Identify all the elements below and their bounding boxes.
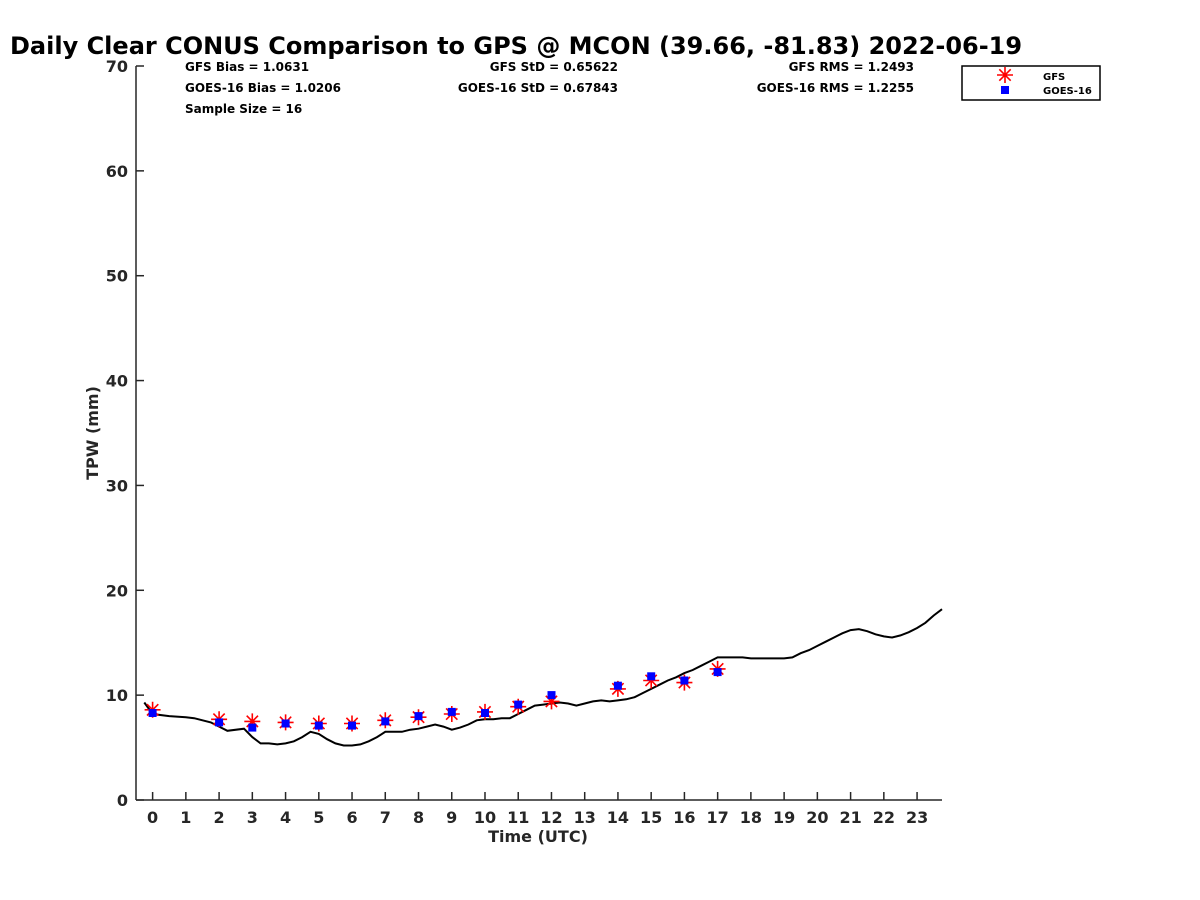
legend-gfs-label: GFS: [1043, 72, 1065, 83]
chart-title: Daily Clear CONUS Comparison to GPS @ MC…: [10, 32, 1022, 60]
gfs-point: [643, 672, 660, 689]
goes-point: [713, 668, 722, 677]
y-tick-label: 10: [106, 686, 128, 705]
x-tick-label: 11: [507, 808, 529, 827]
x-tick-label: 22: [873, 808, 895, 827]
y-tick-label: 30: [106, 476, 128, 495]
gps-series: [143, 608, 943, 747]
gps-line: [143, 608, 943, 747]
x-tick-label: 15: [640, 808, 662, 827]
legend-box: [961, 65, 1101, 101]
x-tick-label: 0: [147, 808, 158, 827]
goes-point: [680, 676, 689, 685]
y-axis-label: TPW (mm): [83, 386, 102, 480]
legend-goes-marker: [1001, 86, 1009, 94]
y-tick-label: 0: [117, 791, 128, 810]
goes-point: [647, 672, 656, 681]
goes-point: [314, 721, 323, 730]
goes-point: [514, 700, 523, 709]
x-tick-label: 17: [707, 808, 729, 827]
goes-point: [613, 681, 622, 690]
x-axis-label: Time (UTC): [488, 827, 588, 846]
x-tick-label: 18: [740, 808, 762, 827]
x-tick-label: 13: [574, 808, 596, 827]
legend-gfs-asterisk: [997, 67, 1013, 83]
x-tick-label: 7: [380, 808, 391, 827]
goes-rms-stat: GOES-16 RMS = 1.2255: [757, 81, 914, 95]
x-tick-label: 4: [280, 808, 291, 827]
x-tick-label: 10: [474, 808, 496, 827]
x-tick-label: 19: [773, 808, 795, 827]
y-tick-label: 60: [106, 162, 128, 181]
goes-series: [148, 668, 722, 732]
x-tick-label: 14: [607, 808, 629, 827]
x-tick-label: 12: [540, 808, 562, 827]
x-tick-label: 21: [839, 808, 861, 827]
x-tick-label: 3: [247, 808, 258, 827]
x-tick-label: 2: [214, 808, 225, 827]
x-tick-label: 23: [906, 808, 928, 827]
goes-point: [215, 718, 224, 727]
legend: GFS GOES-16: [961, 65, 1101, 101]
goes-point: [148, 709, 157, 717]
gfs-rms-stat: GFS RMS = 1.2493: [789, 60, 914, 74]
gfs-std-stat: GFS StD = 0.65622: [490, 60, 618, 74]
legend-gfs-marker: [997, 67, 1013, 83]
gfs-bias-stat: GFS Bias = 1.0631: [185, 60, 309, 74]
legend-goes-label: GOES-16: [1043, 86, 1092, 97]
x-tick-label: 6: [346, 808, 357, 827]
y-tick-label: 70: [106, 57, 128, 76]
goes-point: [248, 723, 257, 732]
goes-point: [414, 712, 423, 721]
x-tick-label: 5: [313, 808, 324, 827]
gfs-point: [244, 713, 261, 730]
goes-point: [447, 707, 456, 716]
y-tick-label: 40: [106, 372, 128, 391]
gfs-point: [543, 693, 560, 710]
y-tick-label: 20: [106, 581, 128, 600]
goes-point: [348, 721, 356, 730]
x-tick-label: 8: [413, 808, 424, 827]
goes-point: [481, 709, 489, 717]
y-tick-label: 50: [106, 267, 128, 286]
sample-size-stat: Sample Size = 16: [185, 102, 302, 116]
x-tick-label: 20: [806, 808, 828, 827]
goes-point: [281, 719, 290, 728]
x-tick-label: 1: [180, 808, 191, 827]
x-tick-label: 9: [446, 808, 457, 827]
goes-std-stat: GOES-16 StD = 0.67843: [458, 81, 618, 95]
goes-bias-stat: GOES-16 Bias = 1.0206: [185, 81, 341, 95]
goes-point: [381, 717, 390, 726]
x-tick-label: 16: [673, 808, 695, 827]
goes-point: [547, 691, 556, 700]
